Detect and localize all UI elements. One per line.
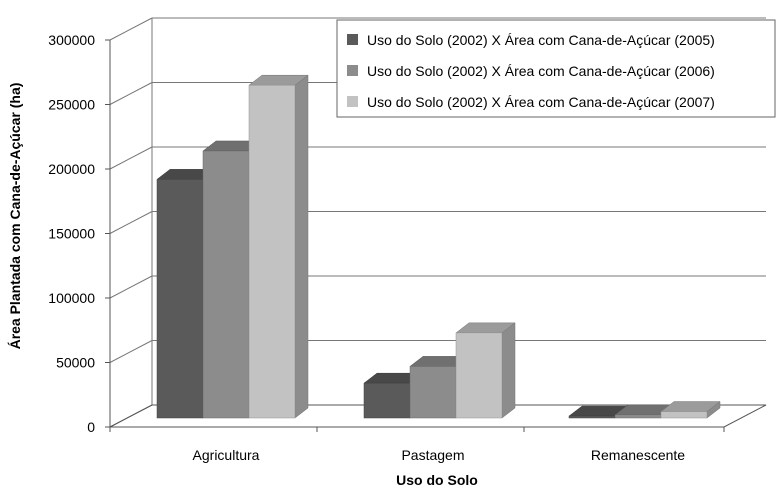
legend-swatch-2007 xyxy=(347,96,358,107)
chart-floor xyxy=(109,404,767,428)
legend-label-2006: Uso do Solo (2002) X Área com Cana-de-Aç… xyxy=(367,63,715,79)
bar-0-1 xyxy=(202,150,250,419)
chart-bars xyxy=(156,74,721,419)
bar-0-0 xyxy=(156,179,204,419)
side-gridline xyxy=(109,275,153,299)
bar-0-2 xyxy=(248,84,296,419)
y-tick-label: 300000 xyxy=(48,32,95,48)
x-tick-label: Pastagem xyxy=(401,447,464,463)
side-gridline xyxy=(109,17,153,41)
chart-ticks: 0 50000 100000 150000 200000 250000 300000 Agri… xyxy=(48,32,685,463)
bar-2-2 xyxy=(660,411,708,419)
legend-swatch-2005 xyxy=(347,34,358,45)
side-gridline xyxy=(109,82,153,105)
bar-2-1 xyxy=(614,414,662,419)
side-gridline xyxy=(109,211,153,234)
y-tick-label: 200000 xyxy=(48,161,95,177)
y-tick-label: 100000 xyxy=(48,290,95,306)
y-tick-label: 50000 xyxy=(56,355,95,371)
y-axis-label: Área Plantada com Cana-de-Açúcar (ha) xyxy=(7,83,23,350)
bar-side-0-2 xyxy=(294,74,309,419)
side-gridline xyxy=(109,340,153,363)
y-tick-label: 250000 xyxy=(48,97,95,113)
x-axis-label: Uso do Solo xyxy=(396,472,478,488)
x-tick-label: Agricultura xyxy=(193,447,260,463)
bar-1-1 xyxy=(409,366,457,419)
bar-2-0 xyxy=(568,415,616,419)
bar-1-0 xyxy=(363,382,411,419)
legend-box xyxy=(336,19,776,118)
legend-swatch-2006 xyxy=(347,65,358,76)
legend-label-2007: Uso do Solo (2002) X Área com Cana-de-Aç… xyxy=(367,94,715,110)
bar-1-2 xyxy=(455,332,503,419)
y-tick-label: 150000 xyxy=(48,226,95,242)
y-tick-label: 0 xyxy=(87,419,95,435)
x-tick-label: Remanescente xyxy=(591,447,685,463)
side-gridline xyxy=(109,146,153,170)
legend-label-2005: Uso do Solo (2002) X Área com Cana-de-Aç… xyxy=(367,32,715,48)
chart-legend: Uso do Solo (2002) X Área com Cana-de-Aç… xyxy=(336,19,776,118)
bar-side-1-2 xyxy=(501,322,516,419)
